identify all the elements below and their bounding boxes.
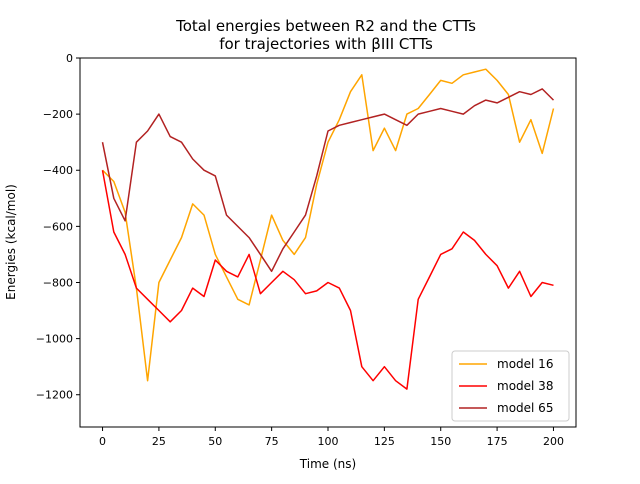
y-tick-label: −400 [43,164,73,177]
x-tick-label: 100 [318,435,339,448]
y-tick-label: −800 [43,276,73,289]
x-axis: 0 25 50 75 100 125 150 175 200 [99,427,564,448]
y-tick-label: −200 [43,108,73,121]
x-tick-label: 150 [430,435,451,448]
x-tick-label: 25 [152,435,166,448]
legend-label-model-16: model 16 [497,357,553,371]
x-tick-label: 50 [208,435,222,448]
legend: model 16 model 38 model 65 [451,350,570,422]
y-axis-label: Energies (kcal/mol) [4,184,18,300]
x-tick-label: 125 [374,435,395,448]
series-layer [101,68,555,390]
y-tick-label: −600 [43,220,73,233]
legend-label-model-65: model 65 [497,401,553,415]
series-line-model-38 [101,170,554,390]
series-line-model-65 [101,88,555,273]
legend-label-model-38: model 38 [497,379,553,393]
x-tick-label: 175 [487,435,508,448]
y-tick-label: −1000 [36,333,73,346]
y-tick-label: 0 [66,52,73,65]
y-axis: 0 −200 −400 −600 −800 −1000 −1200 [36,52,80,402]
x-axis-label: Time (ns) [299,457,356,471]
chart-title-line-1: Total energies between R2 and the CTTs [175,17,476,35]
x-tick-label: 0 [99,435,106,448]
series-line-model-16 [101,68,555,382]
chart-title-line-2: for trajectories with βIII CTTs [219,35,433,53]
x-tick-label: 75 [265,435,279,448]
legend-box [451,350,570,422]
y-tick-label: −1200 [36,389,73,402]
x-tick-label: 200 [543,435,564,448]
